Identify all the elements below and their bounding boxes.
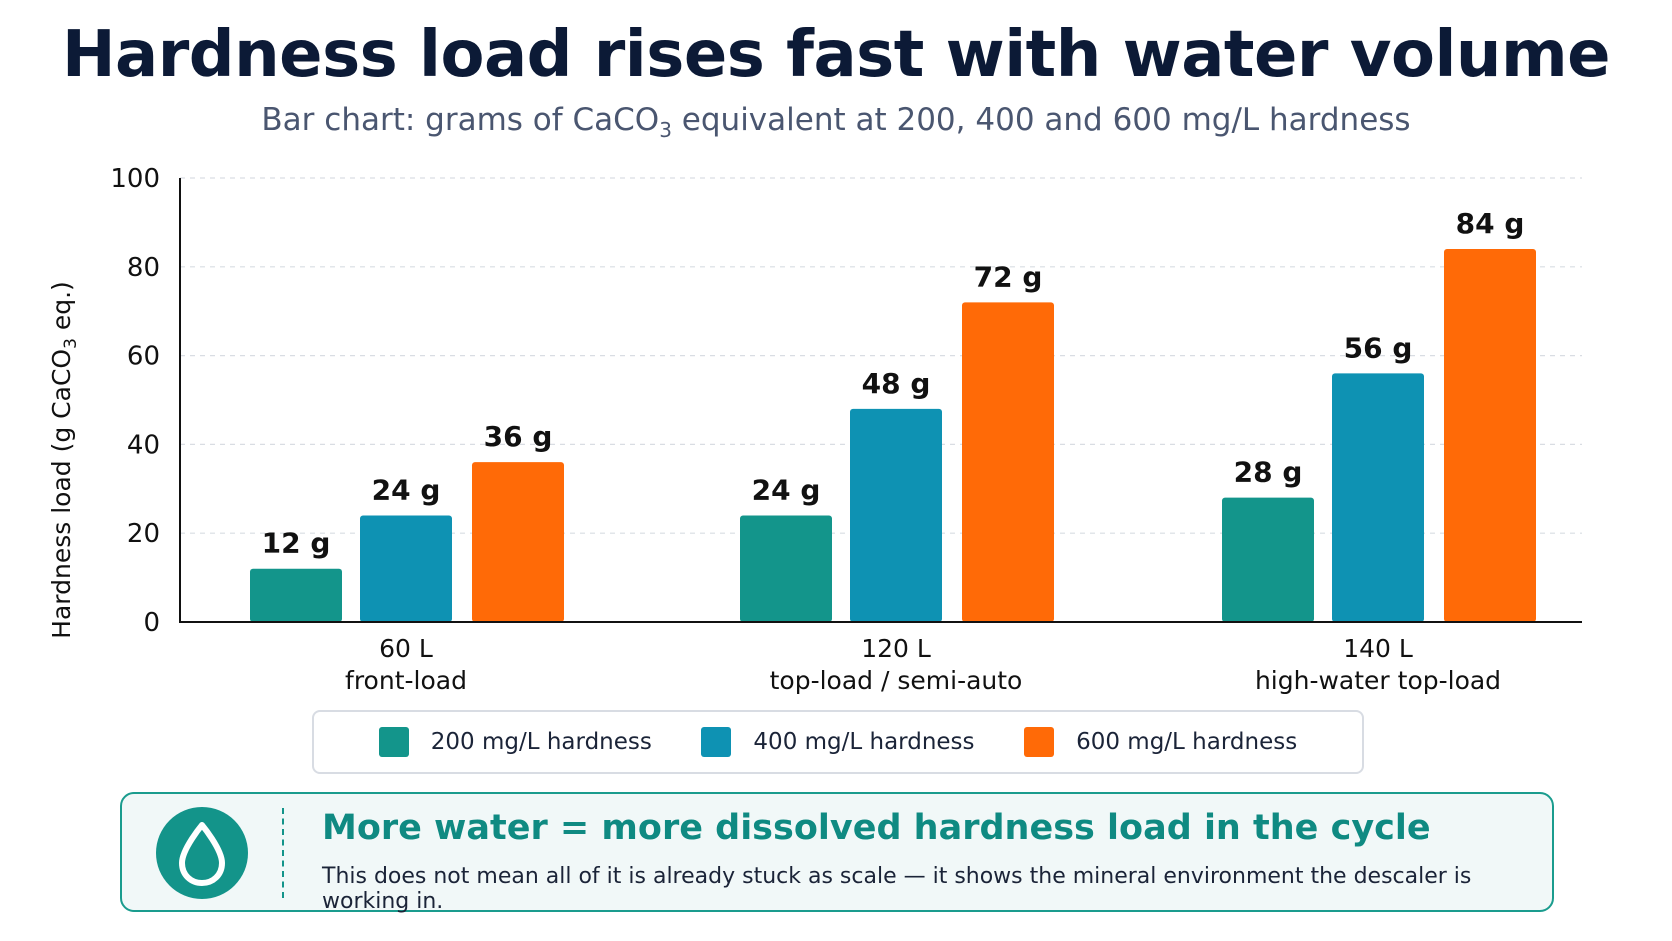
- x-tick-line1-0: 60 L: [379, 634, 433, 663]
- x-tick-line2-2: high-water top-load: [1255, 666, 1501, 695]
- legend-swatch-600: [1024, 727, 1055, 757]
- legend-swatch-400: [701, 727, 732, 757]
- bar-s1-c0: [360, 515, 452, 622]
- x-tick-line1-2: 140 L: [1343, 634, 1413, 663]
- chart-subtitle: Bar chart: grams of CaCO3 equivalent at …: [0, 102, 1672, 142]
- legend-item-600: 600 mg/L hardness: [1024, 727, 1297, 757]
- bar-s2-c0: [472, 462, 564, 622]
- y-axis-label: Hardness load (g CaCO3 eq.): [47, 281, 81, 639]
- legend-item-400: 400 mg/L hardness: [701, 727, 975, 757]
- x-tick-line2-0: front-load: [345, 666, 467, 695]
- legend-label-400: 400 mg/L hardness: [753, 729, 975, 755]
- legend: 200 mg/L hardness 400 mg/L hardness 600 …: [312, 710, 1364, 774]
- x-tick-labels: 60 L front-load 120 L top-load / semi-auto 1…: [345, 634, 1501, 695]
- y-tick-60: 60: [127, 342, 160, 372]
- bar-label-s2-c0: 36 g: [484, 420, 553, 453]
- bars: [250, 249, 1536, 623]
- bar-s0-c0: [250, 568, 342, 622]
- y-tick-labels: 0 20 40 60 80 100: [110, 164, 160, 638]
- legend-label-200: 200 mg/L hardness: [430, 729, 652, 755]
- callout-title: More water = more dissolved hardness loa…: [322, 808, 1431, 848]
- bar-label-s1-c1: 48 g: [862, 367, 931, 400]
- bar-label-s1-c0: 24 g: [372, 473, 441, 506]
- subtitle-prefix: Bar chart: grams of CaCO: [261, 102, 660, 138]
- water-drop-icon: [156, 807, 248, 899]
- bar-label-s0-c0: 12 g: [262, 527, 331, 560]
- bar-s0-c1: [740, 515, 832, 622]
- legend-swatch-200: [378, 727, 409, 757]
- x-tick-line2-1: top-load / semi-auto: [770, 666, 1023, 695]
- legend-label-600: 600 mg/L hardness: [1076, 729, 1298, 755]
- bar-s1-c1: [850, 408, 942, 622]
- bar-s0-c2: [1222, 497, 1314, 622]
- bar-label-s2-c2: 84 g: [1456, 207, 1525, 240]
- bar-label-s0-c1: 24 g: [752, 473, 821, 506]
- bar-s1-c2: [1332, 373, 1424, 622]
- y-tick-100: 100: [110, 164, 160, 194]
- y-tick-0: 0: [143, 608, 160, 638]
- subtitle-subscript: 3: [659, 118, 672, 143]
- chart-title: Hardness load rises fast with water volu…: [61, 18, 1611, 92]
- callout-divider: [282, 808, 284, 898]
- bar-s2-c2: [1444, 249, 1536, 623]
- bar-label-s0-c2: 28 g: [1234, 456, 1303, 489]
- bar-chart: 0 20 40 60 80 100 12 g 24 g 28 g 24 g 48 g 56 g 36 …: [47, 164, 1582, 695]
- callout-box: More water = more dissolved hardness loa…: [120, 792, 1554, 914]
- bar-label-s2-c1: 72 g: [974, 260, 1043, 293]
- bar-value-labels: 12 g 24 g 28 g 24 g 48 g 56 g 36 g 72 g 84 g: [262, 207, 1525, 560]
- y-tick-80: 80: [127, 253, 160, 283]
- x-tick-line1-1: 120 L: [861, 634, 931, 663]
- callout-body: This does not mean all of it is already …: [322, 864, 1472, 914]
- y-tick-40: 40: [127, 430, 160, 460]
- subtitle-suffix: equivalent at 200, 400 and 600 mg/L hard…: [671, 102, 1411, 138]
- y-tick-20: 20: [127, 519, 160, 549]
- bar-label-s1-c2: 56 g: [1344, 331, 1413, 364]
- legend-item-200: 200 mg/L hardness: [378, 727, 652, 757]
- bar-s2-c1: [962, 302, 1054, 622]
